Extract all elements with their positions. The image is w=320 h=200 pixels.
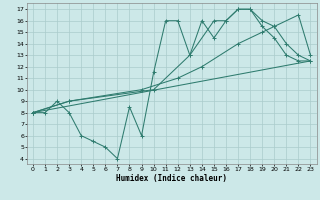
X-axis label: Humidex (Indice chaleur): Humidex (Indice chaleur)	[116, 174, 227, 183]
